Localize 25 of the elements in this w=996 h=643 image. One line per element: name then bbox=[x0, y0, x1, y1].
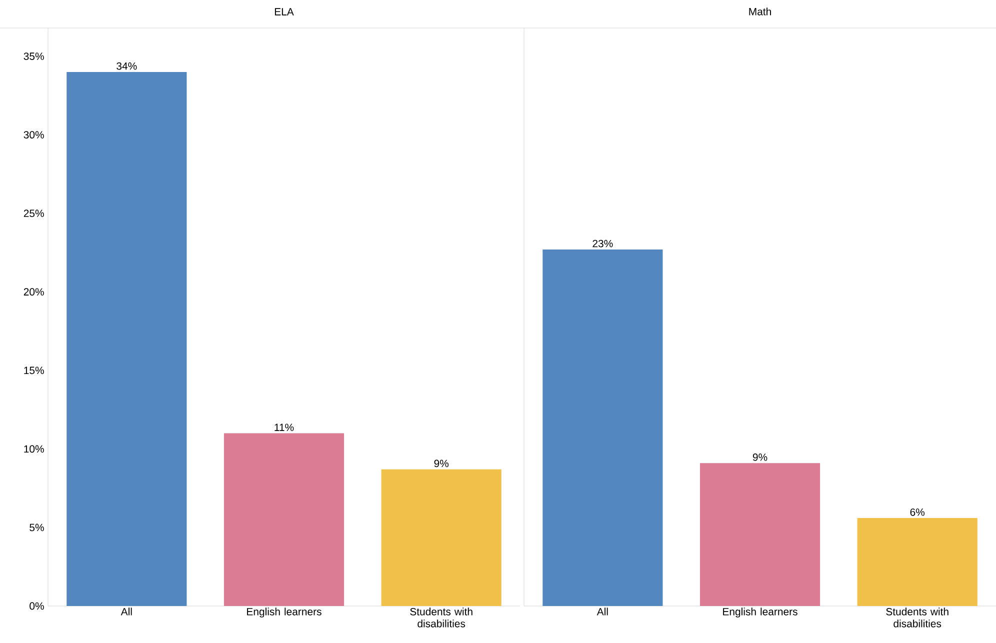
y-tick-label: 5% bbox=[30, 524, 44, 532]
data-label: 11% bbox=[274, 424, 294, 432]
data-label: 6% bbox=[910, 508, 925, 516]
x-tick-label: Students with disabilities bbox=[410, 608, 472, 628]
y-tick-label: 35% bbox=[24, 52, 44, 60]
y-tick-label: 10% bbox=[24, 445, 44, 453]
y-tick-label: 20% bbox=[24, 288, 44, 296]
chart-title: Math bbox=[749, 8, 771, 16]
y-tick-label: 30% bbox=[24, 131, 44, 139]
x-tick-label: All bbox=[120, 608, 132, 616]
data-label: 9% bbox=[434, 460, 449, 468]
bar bbox=[381, 469, 502, 606]
y-tick-label: 15% bbox=[24, 366, 44, 374]
x-tick-label: English learners bbox=[247, 608, 322, 618]
data-label: 34% bbox=[116, 62, 137, 70]
bar bbox=[224, 433, 344, 606]
x-tick-label: English learners bbox=[723, 608, 798, 618]
x-tick-label: Students with disabilities bbox=[886, 608, 948, 628]
y-tick-label: 0% bbox=[30, 602, 44, 610]
chart-title: ELA bbox=[274, 8, 294, 16]
data-label: 23% bbox=[592, 240, 613, 248]
y-tick-label: 25% bbox=[24, 210, 44, 218]
data-label: 9% bbox=[752, 453, 768, 461]
bar bbox=[66, 72, 187, 606]
x-tick-label: All bbox=[596, 608, 608, 616]
